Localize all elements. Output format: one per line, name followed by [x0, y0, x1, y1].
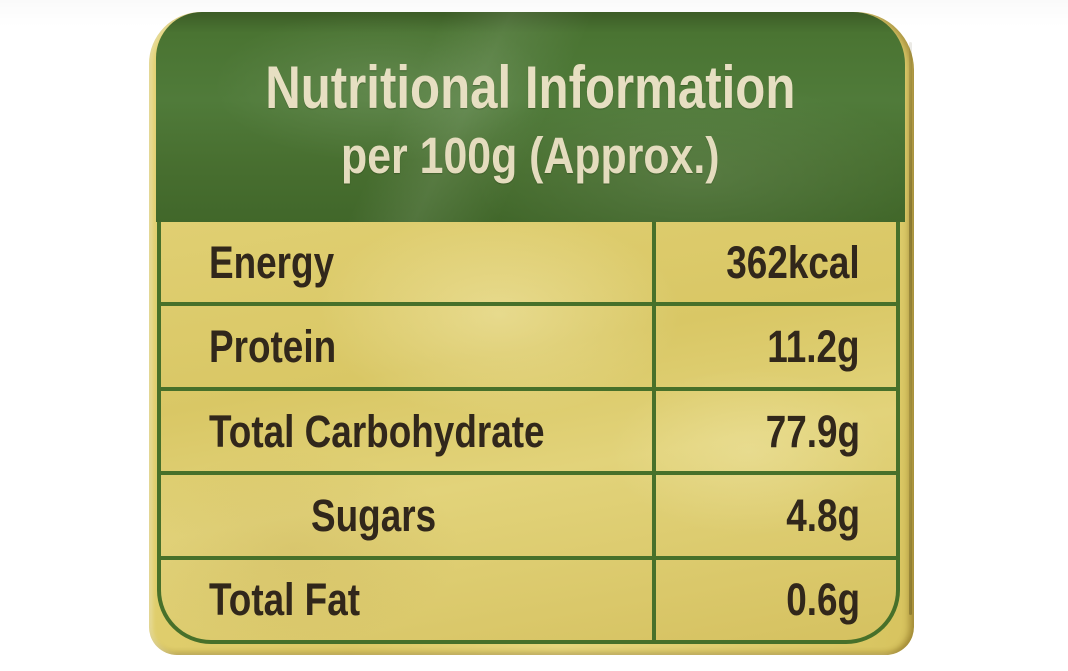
nutrient-name-cell: Total Carbohydrate	[161, 390, 657, 472]
nutrient-name: Total Fat	[209, 574, 361, 626]
plastic-bag: Nutritional Information per 100g (Approx…	[149, 12, 914, 655]
label-title: Nutritional Information	[265, 53, 796, 121]
nutrient-value: 77.9g	[765, 405, 860, 457]
table-row-energy: Energy 362kcal	[161, 222, 896, 307]
nutrient-name-cell: Protein	[161, 306, 657, 387]
nutrient-value: 362kcal	[726, 236, 860, 288]
nutrient-value-cell: 77.9g	[656, 391, 896, 471]
table-row-fat: Total Fat 0.6g	[161, 559, 896, 640]
nutrient-name: Sugars	[311, 489, 437, 541]
nutrient-name-cell: Total Fat	[161, 559, 657, 640]
nutrient-name: Energy	[209, 236, 335, 288]
table-row-protein: Protein 11.2g	[161, 306, 896, 391]
nutrient-name-cell: Energy	[161, 222, 657, 303]
nutrient-name: Protein	[209, 321, 337, 373]
nutrient-value-cell: 0.6g	[656, 560, 896, 640]
nutrient-name: Total Carbohydrate	[209, 405, 545, 457]
nutrient-value-cell: 4.8g	[656, 475, 896, 555]
nutrition-table: Energy 362kcal Protein 11.2g Total Carbo…	[157, 222, 900, 644]
nutrition-label-header: Nutritional Information per 100g (Approx…	[156, 12, 905, 222]
nutrient-name-cell: Sugars	[161, 475, 657, 556]
nutrient-value-cell: 362kcal	[656, 222, 896, 302]
nutrient-value: 0.6g	[786, 574, 860, 626]
table-row-sugars: Sugars 4.8g	[161, 475, 896, 560]
nutrient-value: 11.2g	[767, 321, 860, 373]
label-subtitle: per 100g (Approx.)	[341, 126, 720, 184]
table-row-carbohydrate: Total Carbohydrate 77.9g	[161, 390, 896, 476]
nutrient-value: 4.8g	[786, 489, 860, 541]
nutrient-value-cell: 11.2g	[656, 306, 896, 386]
